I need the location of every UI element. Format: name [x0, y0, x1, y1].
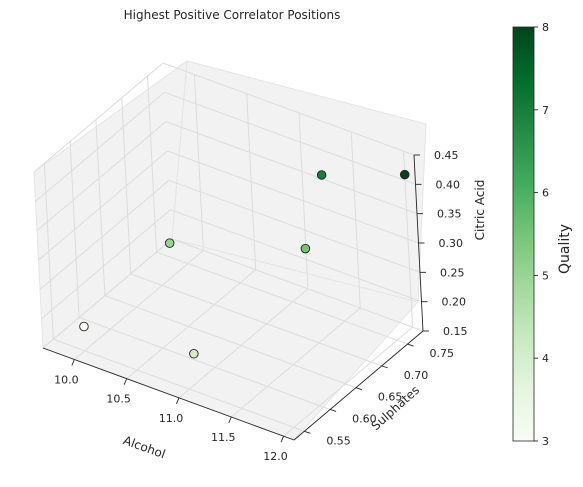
- x-tick-label: 10.5: [106, 393, 131, 406]
- y-tick-mark: [407, 343, 414, 347]
- z-gridline-back: [164, 91, 416, 185]
- z-gridline-back: [168, 179, 421, 273]
- x-tick-mark: [176, 397, 180, 405]
- x-tick-mark: [280, 435, 284, 443]
- data-points: [79, 169, 410, 359]
- z-tick-label: 0.25: [440, 266, 465, 279]
- grid-lines: [33, 62, 424, 437]
- z-gridline-left: [33, 62, 164, 173]
- x-tick-label: 11.0: [159, 412, 184, 425]
- z-gridline-back: [165, 121, 418, 215]
- x-tick-label: 12.0: [263, 450, 288, 463]
- axes-panes: [33, 59, 427, 441]
- x-tick-label: 11.5: [211, 431, 236, 444]
- x-gridline-floor: [74, 250, 204, 360]
- z-tick-label: 0.20: [442, 296, 467, 309]
- y-tick-mark: [304, 430, 311, 434]
- colorbar-tick-label: 7: [542, 104, 549, 117]
- y-tick-label: 0.55: [326, 434, 351, 447]
- x-tick-mark: [123, 378, 128, 385]
- colorbar-label: Quality: [557, 224, 573, 274]
- z-gridline-back: [170, 209, 422, 303]
- z-tick-label: 0.40: [436, 178, 461, 191]
- z-tick-label: 0.35: [437, 208, 462, 221]
- x-axis-line: [42, 347, 295, 441]
- y-tick-label: 0.70: [404, 369, 429, 382]
- z-tick-label: 0.45: [434, 149, 459, 162]
- z-gridline-back: [167, 150, 419, 244]
- z-gridline-back: [171, 238, 424, 332]
- data-point: [316, 170, 327, 180]
- y-tick-mark: [329, 409, 337, 412]
- x-tick-label: 10.0: [54, 374, 79, 387]
- y-axis-line: [293, 330, 424, 441]
- y-tick-mark: [381, 365, 388, 369]
- x-tick-mark: [228, 416, 232, 424]
- colorbar-tick-label: 3: [542, 435, 549, 448]
- x-gridline-floor: [283, 326, 413, 437]
- data-point: [300, 243, 311, 254]
- z-gridline-left: [41, 209, 171, 320]
- y-tick-mark: [355, 387, 363, 391]
- z-gridline-left: [39, 179, 170, 290]
- data-point: [189, 349, 199, 359]
- z-gridline-left: [36, 121, 167, 232]
- colorbar-tick-label: 5: [542, 269, 549, 282]
- y-tick-label: 0.60: [352, 412, 377, 425]
- z-gridline-left: [35, 91, 165, 202]
- z-axis-label: Citric Acid: [473, 180, 487, 241]
- z-gridline-back: [162, 62, 415, 156]
- tick-labels: 10.0 10.5 11.0 11.5 12.0 0.550.600.650.700.75…: [54, 149, 467, 463]
- y-tick-label: 0.75: [430, 347, 455, 360]
- y-gridline-floor: [53, 338, 305, 432]
- x-gridline-floor: [230, 307, 361, 418]
- colorbar: [512, 26, 535, 442]
- z-tick-label: 0.30: [439, 237, 464, 250]
- colorbar-tick-label: 4: [542, 352, 549, 365]
- colorbar-tick-label: 8: [542, 21, 549, 34]
- y-tick-label: 0.65: [378, 391, 403, 404]
- colorbar-tick-label: 6: [542, 187, 549, 200]
- x-tick-mark: [71, 359, 75, 366]
- data-point: [164, 238, 175, 248]
- y-gridline-floor: [104, 295, 357, 389]
- x-gridline-floor: [178, 288, 309, 399]
- z-gridline-left: [38, 150, 168, 261]
- z-gridline-left: [42, 238, 173, 349]
- x-gridline-floor: [126, 269, 256, 380]
- data-point: [79, 321, 89, 332]
- y-gridline-floor: [130, 273, 382, 367]
- colorbar-ticks: 3 4 5 6 7 8: [534, 21, 549, 448]
- y-gridline-floor: [78, 317, 331, 410]
- y-gridline-floor: [156, 251, 408, 345]
- data-point: [399, 169, 410, 180]
- chart-title: Highest Positive Correlator Positions: [124, 8, 341, 22]
- x-axis-label: Alcohol: [121, 433, 167, 461]
- z-tick-label: 0.15: [443, 325, 468, 338]
